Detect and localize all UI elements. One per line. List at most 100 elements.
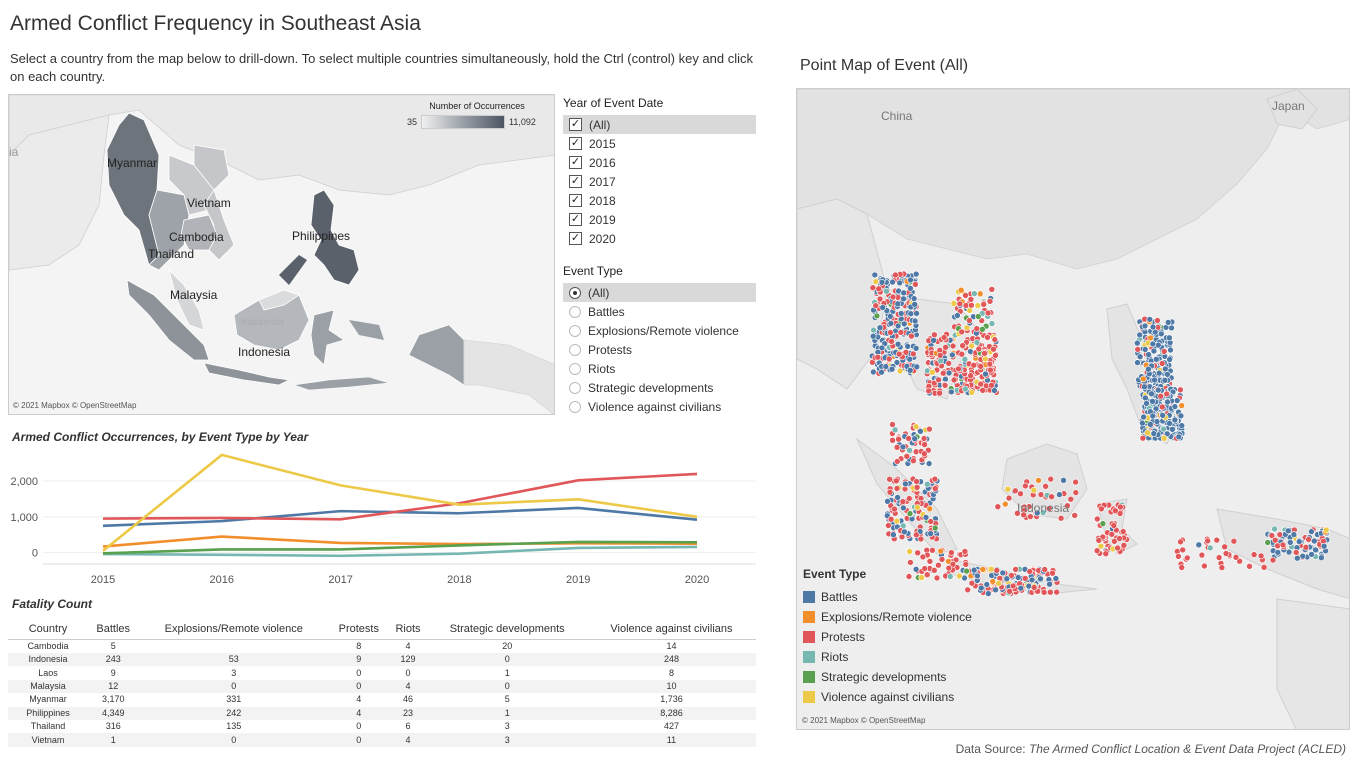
event-point	[1052, 575, 1060, 582]
event-point	[1295, 538, 1303, 545]
event-point	[977, 363, 984, 370]
column-header[interactable]: Battles	[88, 622, 139, 640]
country-choropleth-map[interactable]: Number of Occurrences 35 11,092 ia Myanm…	[8, 94, 555, 415]
event-point	[1166, 420, 1173, 427]
column-header[interactable]: Strategic developments	[427, 622, 587, 640]
legend-item[interactable]: Explosions/Remote violence	[803, 607, 972, 627]
radio-icon[interactable]	[569, 286, 581, 299]
point-map-title: Point Map of Event (All)	[800, 57, 969, 74]
event-point	[1057, 514, 1065, 522]
event-point	[908, 332, 915, 340]
table-row[interactable]: Cambodia 5 8 4 20 14	[8, 640, 756, 654]
event-point	[1012, 487, 1019, 495]
table-row[interactable]: Malaysia 12 0 0 4 0 10	[8, 679, 756, 694]
checkbox-icon[interactable]: ✓	[569, 118, 582, 131]
event-point	[899, 498, 907, 505]
radio-icon[interactable]	[569, 400, 581, 413]
y-tick-label: 0	[32, 548, 38, 560]
table-row[interactable]: Laos 9 3 0 0 1 8	[8, 666, 756, 679]
event-point	[1136, 331, 1144, 339]
event-filter-title: Event Type	[563, 264, 623, 278]
event-type-option[interactable]: Explosions/Remote violence	[563, 321, 756, 340]
radio-icon[interactable]	[569, 362, 581, 375]
legend-item[interactable]: Protests	[803, 627, 972, 647]
event-point	[1177, 538, 1184, 546]
event-point	[913, 531, 920, 539]
checkbox-icon[interactable]: ✓	[569, 232, 582, 245]
event-point	[1144, 429, 1151, 437]
event-point	[1093, 515, 1101, 523]
table-row[interactable]: Indonesia 243 53 9 129 0 248	[8, 653, 756, 667]
philippines-region	[310, 189, 360, 286]
event-point	[906, 366, 914, 374]
radio-icon[interactable]	[569, 324, 581, 337]
event-point	[1177, 412, 1185, 420]
column-header[interactable]: Violence against civilians	[586, 622, 756, 640]
table-cell: 10	[586, 679, 756, 694]
event-point	[906, 510, 914, 517]
legend-item[interactable]: Battles	[803, 587, 972, 607]
event-point	[1218, 564, 1226, 571]
radio-icon[interactable]	[569, 305, 581, 318]
event-point	[1039, 509, 1047, 516]
data-source-link[interactable]: The Armed Conflict Location & Event Data…	[1028, 742, 1346, 756]
event-type-option[interactable]: Battles	[563, 302, 756, 321]
point-map[interactable]: China Japan Indonesia Event Type Battles…	[796, 88, 1350, 730]
event-type-option[interactable]: Strategic developments	[563, 378, 756, 397]
year-option[interactable]: ✓ 2020	[563, 229, 756, 248]
event-type-option[interactable]: Riots	[563, 359, 756, 378]
year-option[interactable]: ✓ 2015	[563, 134, 756, 153]
year-option[interactable]: ✓ 2016	[563, 153, 756, 172]
table-row[interactable]: Thailand 316 135 0 6 3 427	[8, 720, 756, 733]
event-type-option[interactable]: Violence against civilians	[563, 397, 756, 416]
year-option[interactable]: ✓ 2019	[563, 210, 756, 229]
event-point	[907, 285, 914, 292]
legend-item[interactable]: Riots	[803, 647, 972, 667]
table-cell: 0	[356, 667, 362, 678]
event-point	[931, 475, 939, 483]
event-point	[886, 488, 894, 496]
legend-item[interactable]: Strategic developments	[803, 667, 972, 687]
event-point	[1164, 371, 1171, 378]
column-header[interactable]: Country	[8, 622, 88, 640]
event-point	[1048, 493, 1055, 501]
event-point	[1177, 386, 1184, 394]
event-point	[901, 528, 908, 536]
event-point	[1047, 475, 1054, 483]
event-point	[922, 514, 930, 521]
event-point	[873, 312, 881, 320]
checkbox-icon[interactable]: ✓	[569, 194, 582, 207]
legend-item[interactable]: Violence against civilians	[803, 687, 972, 707]
event-point	[1148, 390, 1155, 398]
event-point	[917, 535, 925, 543]
checkbox-icon[interactable]: ✓	[569, 175, 582, 188]
year-option[interactable]: ✓ (All)	[563, 115, 756, 134]
checkbox-icon[interactable]: ✓	[569, 156, 582, 169]
table-cell: 46	[402, 694, 413, 705]
event-type-option[interactable]: Protests	[563, 340, 756, 359]
checkbox-icon[interactable]: ✓	[569, 213, 582, 226]
event-point	[1099, 520, 1107, 527]
table-row[interactable]: Philippines 4,349 242 4 23 1 8,286	[8, 706, 756, 720]
event-point	[980, 301, 987, 308]
event-point	[914, 504, 921, 511]
event-point	[971, 290, 978, 297]
event-type-option[interactable]: (All)	[563, 283, 756, 302]
year-option[interactable]: ✓ 2018	[563, 191, 756, 210]
column-header[interactable]: Explosions/Remote violence	[138, 622, 330, 640]
event-point	[886, 475, 893, 483]
column-header[interactable]: Protests	[329, 622, 389, 640]
event-point	[1178, 402, 1186, 409]
radio-icon[interactable]	[569, 381, 581, 394]
radio-icon[interactable]	[569, 343, 581, 356]
event-point	[1146, 316, 1154, 323]
checkbox-icon[interactable]: ✓	[569, 137, 582, 150]
event-point	[1028, 576, 1036, 584]
year-option[interactable]: ✓ 2017	[563, 172, 756, 191]
label-malaysia: Malaysia	[170, 288, 218, 302]
table-row[interactable]: Myanmar 3,170 331 4 46 5 1,736	[8, 693, 756, 706]
table-row[interactable]: Vietnam 1 0 0 4 3 11	[8, 733, 756, 747]
year-option-label: (All)	[589, 117, 611, 132]
event-point	[883, 288, 890, 295]
column-header[interactable]: Riots	[388, 622, 428, 640]
